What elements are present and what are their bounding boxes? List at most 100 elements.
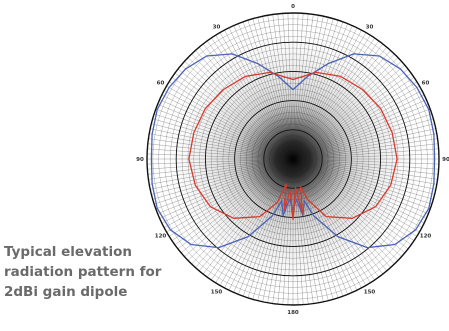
- grid-spoke: [267, 15, 292, 148]
- grid-spoke: [166, 164, 283, 233]
- grid-spoke: [191, 53, 286, 151]
- grid-spoke: [199, 47, 286, 151]
- grid-spoke: [296, 170, 334, 300]
- angle-tick-label: 60: [157, 81, 165, 87]
- grid-spoke: [148, 160, 282, 180]
- grid-spoke: [304, 160, 438, 180]
- grid-spoke: [294, 170, 314, 304]
- angle-tick-label: 90: [442, 157, 449, 163]
- grid-spoke: [304, 143, 439, 158]
- angle-tick-label: 0: [291, 4, 295, 10]
- grid-fine-ring: [181, 47, 405, 271]
- grid-spoke: [151, 161, 282, 195]
- grid-spoke: [304, 159, 439, 165]
- grid-spoke: [233, 169, 289, 293]
- grid-spoke: [233, 25, 289, 149]
- grid-fine-ring: [246, 112, 340, 206]
- grid-spoke: [161, 94, 283, 155]
- grid-spoke: [295, 17, 329, 148]
- grid-spoke: [166, 85, 283, 154]
- grid-spoke: [147, 143, 282, 158]
- grid-spoke: [304, 138, 438, 158]
- grid-spoke: [303, 108, 431, 156]
- grid-spoke: [304, 123, 435, 157]
- grid-spoke: [169, 81, 284, 153]
- grid-spoke: [294, 170, 319, 303]
- grid-spoke: [303, 85, 420, 154]
- grid-spoke: [174, 73, 284, 153]
- grid-spoke: [297, 23, 348, 149]
- grid-spoke: [304, 133, 437, 158]
- grid-spoke: [304, 148, 439, 159]
- grid-spoke: [300, 168, 384, 275]
- grid-spoke: [304, 160, 437, 185]
- grid-spoke: [147, 153, 282, 159]
- grid-spoke: [302, 166, 409, 250]
- grid-spoke: [147, 160, 282, 175]
- grid-spoke: [267, 170, 292, 303]
- grid-fine-ring: [228, 94, 358, 224]
- angle-tick-label: 30: [213, 24, 221, 30]
- grid-spoke: [297, 27, 358, 149]
- grid-spoke: [304, 113, 432, 156]
- grid-spoke: [303, 164, 420, 233]
- grid-spoke: [238, 169, 289, 295]
- grid-spoke: [207, 40, 287, 150]
- grid-spoke: [147, 159, 282, 170]
- grid-spoke: [195, 50, 286, 151]
- series-trace-2: [188, 71, 398, 221]
- caption-line-2: radiation pattern for: [4, 264, 162, 280]
- grid-spoke: [277, 13, 292, 148]
- grid-spoke: [304, 118, 434, 156]
- grid-spoke: [228, 169, 289, 291]
- grid-major-ring: [263, 129, 323, 189]
- grid-spoke: [177, 68, 284, 152]
- grid-spoke: [287, 170, 293, 305]
- angle-tick-label: 60: [422, 81, 430, 87]
- grid-spoke: [287, 13, 293, 148]
- grid-spoke: [294, 15, 319, 148]
- grid-spoke: [304, 162, 432, 205]
- grid-spoke: [293, 170, 299, 305]
- grid-spoke: [282, 13, 293, 148]
- caption-line-1: Typical elevation: [4, 244, 132, 260]
- grid-spoke: [302, 81, 417, 153]
- grid-fine-ring: [275, 141, 311, 177]
- grid-spoke: [300, 43, 384, 150]
- grid-spoke: [174, 165, 284, 245]
- grid-spoke: [219, 32, 288, 149]
- grid-fine-ring: [152, 18, 434, 300]
- grid-spoke: [304, 153, 439, 159]
- grid-spoke: [298, 169, 362, 288]
- grid-spoke: [296, 169, 344, 297]
- grid-spoke: [191, 167, 286, 265]
- grid-spoke: [303, 163, 427, 219]
- grid-spoke: [211, 37, 287, 150]
- grid-fine-ring: [257, 123, 329, 195]
- grid-spoke: [300, 47, 387, 151]
- grid-spoke: [299, 168, 371, 283]
- grid-spoke: [303, 163, 425, 224]
- grid-spoke: [161, 163, 283, 224]
- grid-spoke: [300, 167, 395, 265]
- grid-spoke: [301, 166, 399, 261]
- grid-spoke: [303, 90, 422, 154]
- grid-spoke: [154, 113, 282, 156]
- grid-spoke: [181, 65, 285, 152]
- angle-tick-label: 120: [155, 234, 167, 240]
- grid-spoke: [147, 148, 282, 159]
- grid-fine-ring: [211, 77, 375, 241]
- grid-spoke: [300, 53, 395, 151]
- grid-spoke: [302, 68, 409, 152]
- grid-spoke: [181, 166, 285, 253]
- grid-spoke: [228, 27, 289, 149]
- grid-spoke: [296, 20, 339, 148]
- grid-spoke: [299, 40, 379, 150]
- grid-fine-ring: [216, 82, 370, 236]
- grid-spoke: [155, 108, 283, 156]
- grid-fine-ring: [170, 36, 416, 282]
- grid-spoke: [252, 170, 290, 300]
- grid-spoke: [297, 169, 353, 293]
